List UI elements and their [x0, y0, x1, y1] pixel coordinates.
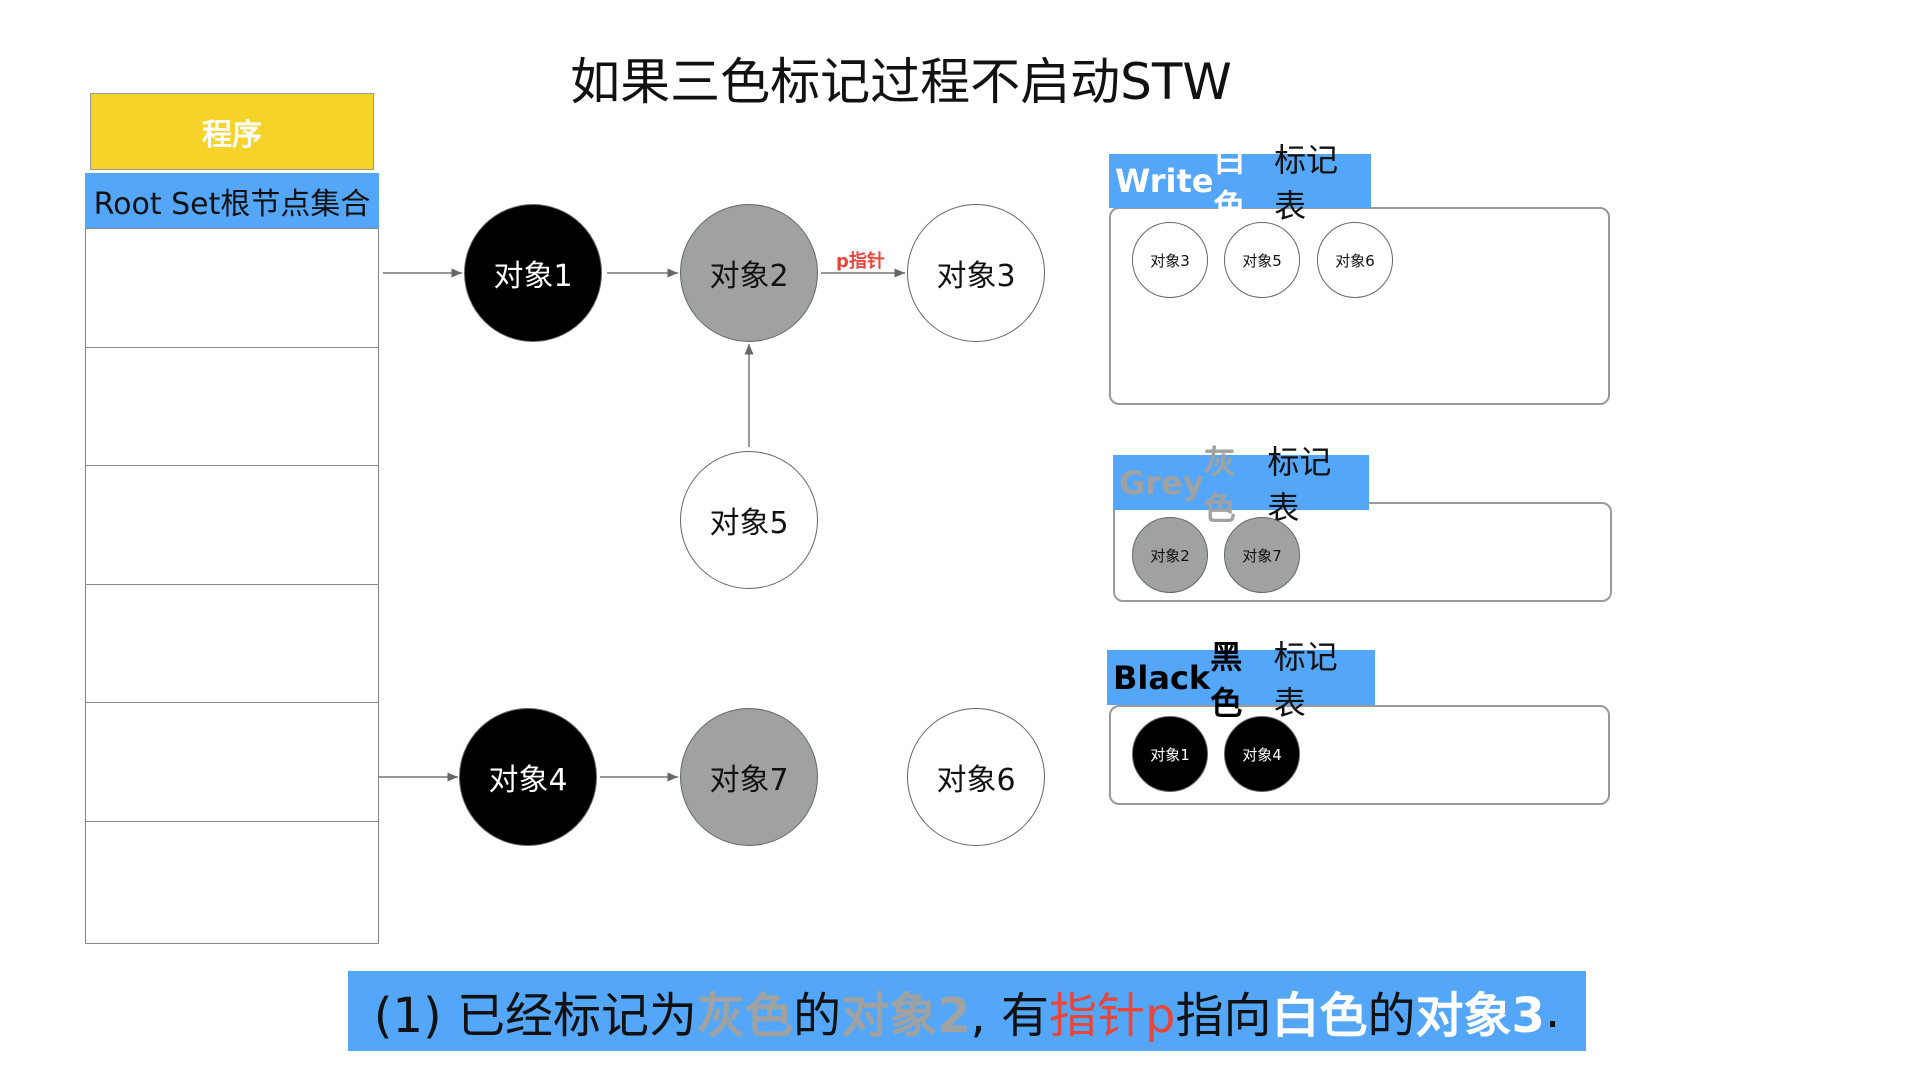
grey-title-rest: 标记表 — [1267, 442, 1332, 527]
black-title-color: 黑色 — [1210, 637, 1243, 722]
white-title-color: 白色 — [1213, 141, 1246, 225]
black-title-en: Black — [1113, 658, 1211, 697]
object-7: 对象7 — [680, 708, 818, 846]
stack-divider — [86, 347, 378, 348]
white-title-en: Write — [1115, 162, 1214, 200]
caption-part: (1) 已经标记为 — [373, 988, 698, 1044]
caption-banner: (1) 已经标记为 灰色的对象2, 有指针p 指向 白色的对象3. — [348, 971, 1586, 1051]
page-title: 如果三色标记过程不启动STW — [570, 53, 1232, 111]
stack-divider — [86, 821, 378, 822]
object-5: 对象5 — [680, 451, 818, 589]
stack-divider — [86, 465, 378, 466]
grey-title-en: Grey — [1119, 463, 1204, 502]
object-2: 对象2 — [680, 204, 818, 342]
caption-part: 的 — [1367, 988, 1416, 1044]
grey-item: 对象2 — [1132, 517, 1208, 593]
white-table-header: Write 白色 标记表 — [1109, 141, 1371, 225]
grey-item: 对象7 — [1224, 517, 1300, 593]
white-item: 对象5 — [1224, 222, 1300, 298]
program-box: 程序 — [90, 93, 374, 170]
black-item: 对象1 — [1132, 716, 1208, 792]
caption-part: 指针p — [1049, 988, 1176, 1044]
white-item: 对象3 — [1132, 222, 1208, 298]
root-set-label: Root Set根节点集合 — [85, 173, 379, 228]
white-title-rest: 标记表 — [1274, 141, 1339, 225]
object-6: 对象6 — [907, 708, 1045, 846]
white-mark-table — [1109, 207, 1610, 405]
caption-part: 对象2 — [841, 988, 971, 1044]
stack-divider — [86, 584, 378, 585]
caption-part: 对象3 — [1415, 988, 1545, 1044]
pointer-p-label: p指针 — [836, 251, 885, 272]
caption-part: 灰色 — [697, 988, 794, 1044]
caption-part: 的 — [793, 988, 842, 1044]
black-mark-table — [1109, 705, 1610, 805]
white-item: 对象6 — [1317, 222, 1393, 298]
grey-title-color: 灰色 — [1203, 442, 1236, 527]
caption-part: , 有 — [970, 988, 1050, 1044]
caption-part: . — [1544, 983, 1561, 1039]
caption-part: 白色 — [1271, 988, 1368, 1044]
object-3: 对象3 — [907, 204, 1045, 342]
grey-table-header: Grey 灰色 标记表 — [1113, 443, 1369, 527]
stack-divider — [86, 702, 378, 703]
object-4: 对象4 — [459, 708, 597, 846]
black-title-rest: 标记表 — [1273, 637, 1338, 722]
caption-part: 指向 — [1175, 988, 1272, 1044]
black-item: 对象4 — [1224, 716, 1300, 792]
object-1: 对象1 — [464, 204, 602, 342]
black-table-header: Black 黑色 标记表 — [1107, 638, 1375, 722]
root-set-stack — [85, 228, 379, 944]
